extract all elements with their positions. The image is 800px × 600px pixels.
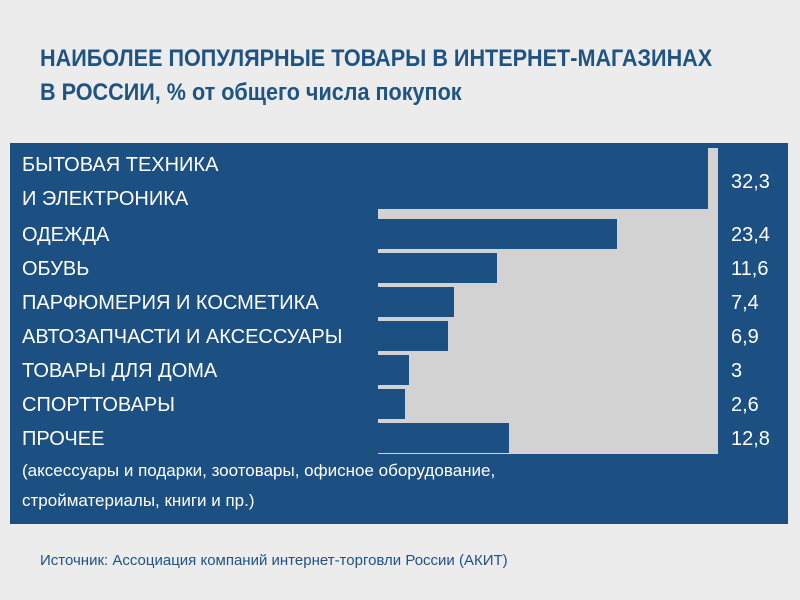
chart-title-line-2: В РОССИИ, % от общего числа покупок	[40, 79, 462, 106]
chart-title-line-1: НАИБОЛЕЕ ПОПУЛЯРНЫЕ ТОВАРЫ В ИНТЕРНЕТ-МА…	[40, 45, 713, 72]
value-label-other: 12,8	[731, 428, 770, 450]
value-label-perfume: 7,4	[731, 292, 759, 314]
category-label-appliances-line-2: И ЭЛЕКТРОНИКА	[22, 188, 189, 210]
bar-perfume-cosmetics	[369, 287, 454, 317]
value-label-appliances: 32,3	[731, 171, 770, 193]
category-label-auto-parts: АВТОЗАПЧАСТИ И АКСЕССУАРЫ	[22, 326, 343, 348]
chart-title: НАИБОЛЕЕ ПОПУЛЯРНЫЕ ТОВАРЫ В ИНТЕРНЕТ-МА…	[40, 42, 713, 110]
value-label-auto-parts: 6,9	[731, 326, 759, 348]
bar-sports-goods	[369, 389, 405, 419]
category-label-clothing: ОДЕЖДА	[22, 224, 110, 246]
value-label-sports: 2,6	[731, 394, 759, 416]
category-label-footwear: ОБУВЬ	[22, 258, 90, 280]
category-label-perfume: ПАРФЮМЕРИЯ И КОСМЕТИКА	[22, 292, 319, 314]
category-label-appliances-line-1: БЫТОВАЯ ТЕХНИКА	[22, 154, 219, 176]
bar-clothing	[369, 219, 617, 249]
plot-area	[369, 143, 718, 454]
other-note-line-2: стройматериалы, книги и пр.)	[22, 491, 255, 510]
bar-home-goods	[369, 355, 409, 385]
other-note-line-1: (аксессуары и подарки, зоотовары, офисно…	[22, 461, 496, 480]
bar-footwear	[369, 253, 497, 283]
value-label-clothing: 23,4	[731, 224, 770, 246]
category-label-home-goods: ТОВАРЫ ДЛЯ ДОМА	[22, 360, 218, 382]
category-label-sports: СПОРТТОВАРЫ	[22, 394, 175, 416]
value-label-home-goods: 3	[731, 360, 743, 382]
value-label-footwear: 11,6	[731, 258, 769, 280]
bar-auto-parts	[369, 321, 448, 351]
source-note: Источник: Ассоциация компаний интернет-т…	[40, 552, 508, 569]
category-label-other: ПРОЧЕЕ	[22, 428, 105, 450]
bar-other	[369, 423, 509, 453]
bar-appliances-electronics	[369, 143, 708, 209]
